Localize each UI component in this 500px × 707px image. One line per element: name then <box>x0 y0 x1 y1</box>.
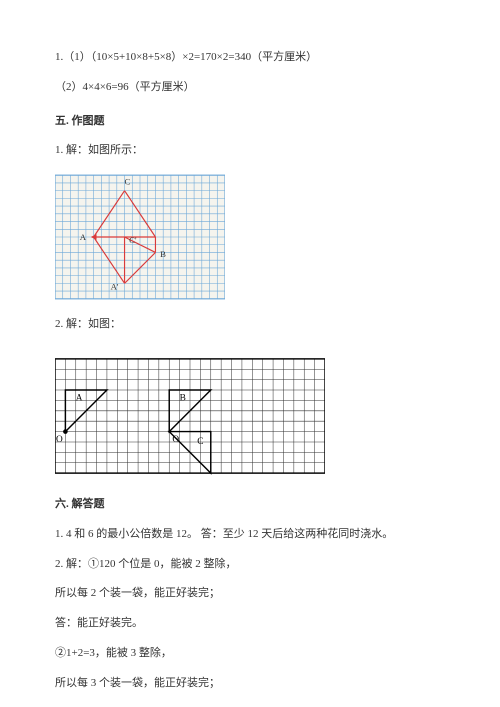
svg-text:B: B <box>180 393 186 403</box>
section6-l5: ②1+2=3，能被 3 整除， <box>55 644 445 664</box>
section6-l1: 1. 4 和 6 的最小公倍数是 12。 答：至少 12 天后给这两种花同时浇水… <box>55 525 445 545</box>
section5-item2: 2. 解：如图： <box>55 315 445 335</box>
section6-l2: 2. 解：①120 个位是 0，能被 2 整除， <box>55 555 445 575</box>
figure-2: A B C O O <box>55 357 445 475</box>
svg-text:A: A <box>80 232 87 242</box>
svg-text:C: C <box>197 437 203 447</box>
svg-text:O: O <box>172 435 179 445</box>
figure-1-svg: A B C A' C' <box>55 173 225 301</box>
svg-text:C': C' <box>129 235 137 245</box>
section5-item1: 1. 解：如图所示： <box>55 141 445 161</box>
section6-l6: 所以每 3 个装一袋，能正好装完； <box>55 674 445 694</box>
figure-2-svg: A B C O O <box>55 357 325 475</box>
section5-title: 五. 作图题 <box>55 112 445 132</box>
problem1-part1: 1.（1）（10×5+10×8+5×8）×2=170×2=340（平方厘米） <box>55 48 445 68</box>
svg-text:B: B <box>160 249 166 259</box>
svg-text:A: A <box>76 393 83 403</box>
section6-l4: 答：能正好装完。 <box>55 614 445 634</box>
svg-text:O: O <box>56 435 63 445</box>
section6-l3: 所以每 2 个装一袋，能正好装完； <box>55 584 445 604</box>
section6-title: 六. 解答题 <box>55 495 445 515</box>
svg-text:A': A' <box>111 282 119 292</box>
problem1-part2: （2）4×4×6=96（平方厘米） <box>55 78 445 98</box>
figure-1: A B C A' C' <box>55 173 445 301</box>
svg-text:C: C <box>125 177 131 187</box>
